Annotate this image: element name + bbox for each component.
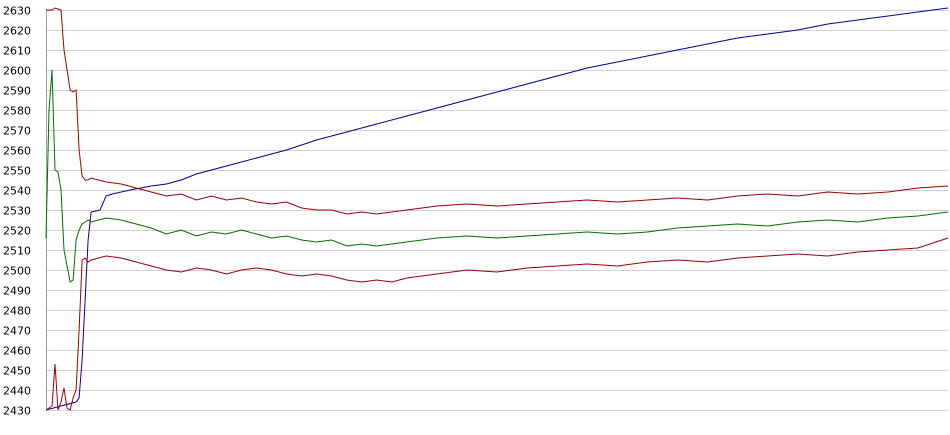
y-tick-label: 2470 [3, 325, 31, 338]
y-tick-label: 2440 [3, 385, 31, 398]
y-tick-labels: 2630 2620 2610 2600 2590 2580 2570 2560 2550 2540… [3, 5, 31, 418]
series-line-1 [45, 7, 949, 411]
y-tick-label: 2530 [3, 205, 31, 218]
y-tick-label: 2510 [3, 245, 31, 258]
series-line-4 [45, 237, 949, 411]
y-tick-label: 2460 [3, 345, 31, 358]
y-tick-label: 2520 [3, 225, 31, 238]
gridlines [46, 10, 948, 411]
series-line-3 [46, 7, 949, 215]
y-tick-label: 2600 [3, 65, 31, 78]
y-tick-label: 2480 [3, 305, 31, 318]
y-tick-label: 2450 [3, 365, 31, 378]
y-tick-label: 2630 [3, 5, 31, 18]
y-tick-label: 2550 [3, 165, 31, 178]
y-tick-label: 2570 [3, 125, 31, 138]
y-tick-label: 2620 [3, 25, 31, 38]
y-tick-label: 2560 [3, 145, 31, 158]
series-group [45, 7, 949, 411]
y-tick-label: 2490 [3, 285, 31, 298]
y-tick-label: 2500 [3, 265, 31, 278]
y-tick-label: 2590 [3, 85, 31, 98]
y-tick-label: 2610 [3, 45, 31, 58]
y-tick-label: 2540 [3, 185, 31, 198]
y-tick-label: 2430 [3, 405, 31, 418]
series-line-2 [45, 69, 949, 283]
y-tick-label: 2580 [3, 105, 31, 118]
